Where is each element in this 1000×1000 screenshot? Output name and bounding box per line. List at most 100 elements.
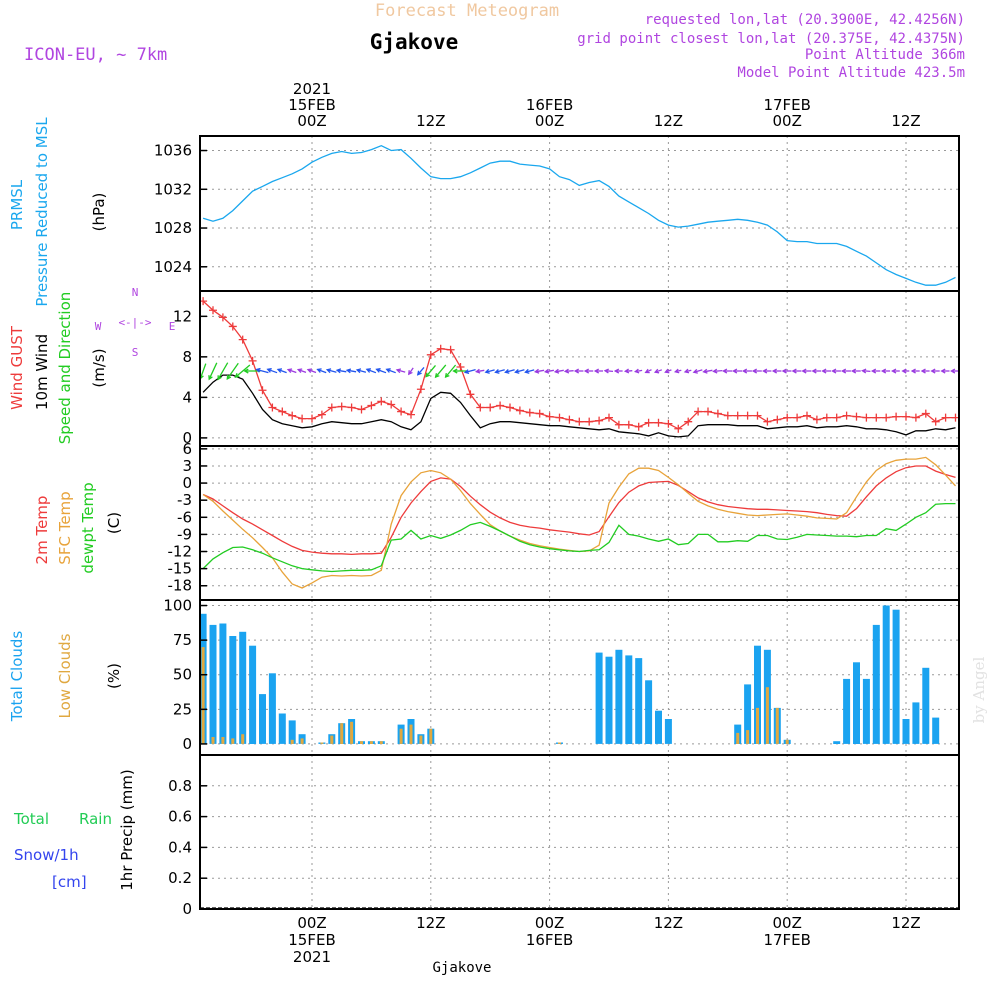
y-tick-label: 8 bbox=[182, 348, 192, 366]
gust-marker bbox=[852, 412, 861, 421]
y-tick-label: -3 bbox=[177, 491, 192, 509]
total-cloud-bar bbox=[922, 667, 930, 744]
time-label-bottom: 12Z bbox=[891, 914, 920, 932]
model-point-altitude: Model Point Altitude 423.5m bbox=[737, 65, 965, 81]
total-cloud-bar bbox=[625, 655, 633, 744]
gust-marker bbox=[704, 407, 712, 416]
wind-arrow-head bbox=[266, 368, 272, 373]
gust-marker bbox=[367, 401, 376, 410]
wind-arrow-head bbox=[771, 368, 778, 374]
wind-arrow-head bbox=[286, 368, 293, 374]
wind-speed-dir-label: Speed and Direction bbox=[56, 292, 74, 445]
wind-arrow-head bbox=[781, 368, 787, 374]
time-label-bottom: 2021 bbox=[293, 948, 331, 966]
wind-arrow-head bbox=[217, 375, 222, 381]
time-label-top: 16FEB bbox=[526, 96, 573, 114]
gust-marker bbox=[238, 335, 247, 344]
total-cloud-bar bbox=[655, 710, 662, 744]
gust-marker bbox=[317, 410, 326, 419]
total-cloud-bar bbox=[278, 713, 286, 744]
low-cloud-bar bbox=[241, 734, 245, 744]
low-cloud-bar bbox=[211, 737, 215, 744]
gust-marker bbox=[614, 420, 623, 429]
wind-arrow-head bbox=[603, 368, 609, 374]
wind-arrow-head bbox=[910, 368, 916, 374]
compass-arrows-ns: <-|-> bbox=[118, 316, 151, 329]
wind-arrow bbox=[476, 369, 485, 373]
footer-location: Gjakove bbox=[432, 960, 491, 976]
gust-marker bbox=[278, 407, 287, 416]
time-label-bottom: 16FEB bbox=[526, 931, 573, 949]
gust-marker bbox=[783, 413, 792, 422]
wind-arrow-head bbox=[801, 368, 807, 374]
gust-marker bbox=[911, 413, 920, 422]
gust-marker bbox=[941, 413, 950, 422]
wind-arrow-head bbox=[365, 368, 371, 373]
wind-arrow-head bbox=[306, 368, 313, 374]
compass-e-label: E bbox=[169, 320, 176, 333]
total-cloud-bar bbox=[595, 652, 603, 744]
gust-marker bbox=[862, 413, 871, 422]
total-cloud-bar bbox=[872, 624, 880, 744]
gust-marker bbox=[921, 409, 930, 418]
time-label-top: 17FEB bbox=[763, 96, 810, 114]
wind-arrow-head bbox=[593, 368, 600, 374]
y-tick-label: 4 bbox=[182, 388, 192, 406]
y-tick-label: 0.4 bbox=[168, 838, 192, 856]
total-cloud-bar bbox=[288, 720, 296, 744]
low-cloud-bar bbox=[765, 687, 769, 744]
low-cloud-bar bbox=[320, 742, 324, 744]
gust-marker bbox=[357, 405, 366, 414]
wind-arrow-head bbox=[452, 368, 458, 374]
gust-marker bbox=[872, 413, 881, 422]
wind-arrow bbox=[505, 369, 515, 373]
wind-arrow bbox=[417, 366, 425, 376]
total-cloud-bar bbox=[744, 684, 752, 744]
gust-marker bbox=[931, 417, 940, 426]
total-cloud-bar bbox=[635, 658, 643, 744]
low-cloud-bar bbox=[746, 730, 750, 744]
gust-marker bbox=[803, 411, 811, 420]
y-tick-label: 1024 bbox=[154, 258, 192, 276]
y-tick-label: 0.8 bbox=[168, 777, 192, 795]
gust-marker bbox=[535, 409, 544, 418]
temp-dewpt-label: dewpt Temp bbox=[79, 482, 97, 573]
gust-marker bbox=[624, 420, 633, 429]
total-clouds-label: Total Clouds bbox=[8, 631, 26, 723]
total-cloud-bar bbox=[932, 717, 940, 744]
wind-arrow-head bbox=[702, 368, 708, 374]
gust-marker bbox=[486, 403, 495, 412]
wind-arrow-head bbox=[345, 368, 352, 374]
wind-arrow bbox=[425, 364, 436, 378]
gust-marker bbox=[832, 413, 841, 422]
gust-marker bbox=[575, 417, 584, 426]
time-label-top: 00Z bbox=[297, 112, 326, 130]
gust-marker bbox=[565, 415, 574, 424]
wind-arrow-head bbox=[940, 368, 946, 374]
total-cloud-bar bbox=[892, 609, 900, 744]
total-cloud-bar bbox=[833, 741, 841, 744]
location-title: Gjakove bbox=[370, 30, 459, 54]
pressure-line bbox=[202, 144, 956, 286]
wind-10m-line bbox=[202, 374, 956, 438]
time-label-top: 12Z bbox=[654, 112, 683, 130]
gust-marker bbox=[327, 403, 336, 412]
wind-arrow-head bbox=[751, 368, 758, 374]
compass-s-label: S bbox=[132, 346, 139, 359]
gust-marker bbox=[258, 386, 267, 395]
wind-arrow-head bbox=[504, 369, 510, 374]
wind-arrow-head bbox=[673, 368, 680, 374]
time-label-top: 2021 bbox=[293, 80, 331, 98]
y-tick-label: 100 bbox=[163, 597, 192, 615]
low-cloud-bar bbox=[290, 739, 294, 744]
time-label-top: 12Z bbox=[416, 112, 445, 130]
total-cloud-bar bbox=[249, 645, 257, 744]
panel-frame bbox=[199, 445, 960, 601]
total-cloud-bar bbox=[882, 605, 890, 744]
wind-arrow-head bbox=[355, 368, 362, 374]
y-tick-label: 6 bbox=[182, 440, 192, 458]
wind-arrow bbox=[287, 368, 297, 374]
gust-marker bbox=[723, 411, 732, 420]
wind-arrow bbox=[199, 363, 207, 379]
wind-arrow bbox=[396, 369, 406, 373]
